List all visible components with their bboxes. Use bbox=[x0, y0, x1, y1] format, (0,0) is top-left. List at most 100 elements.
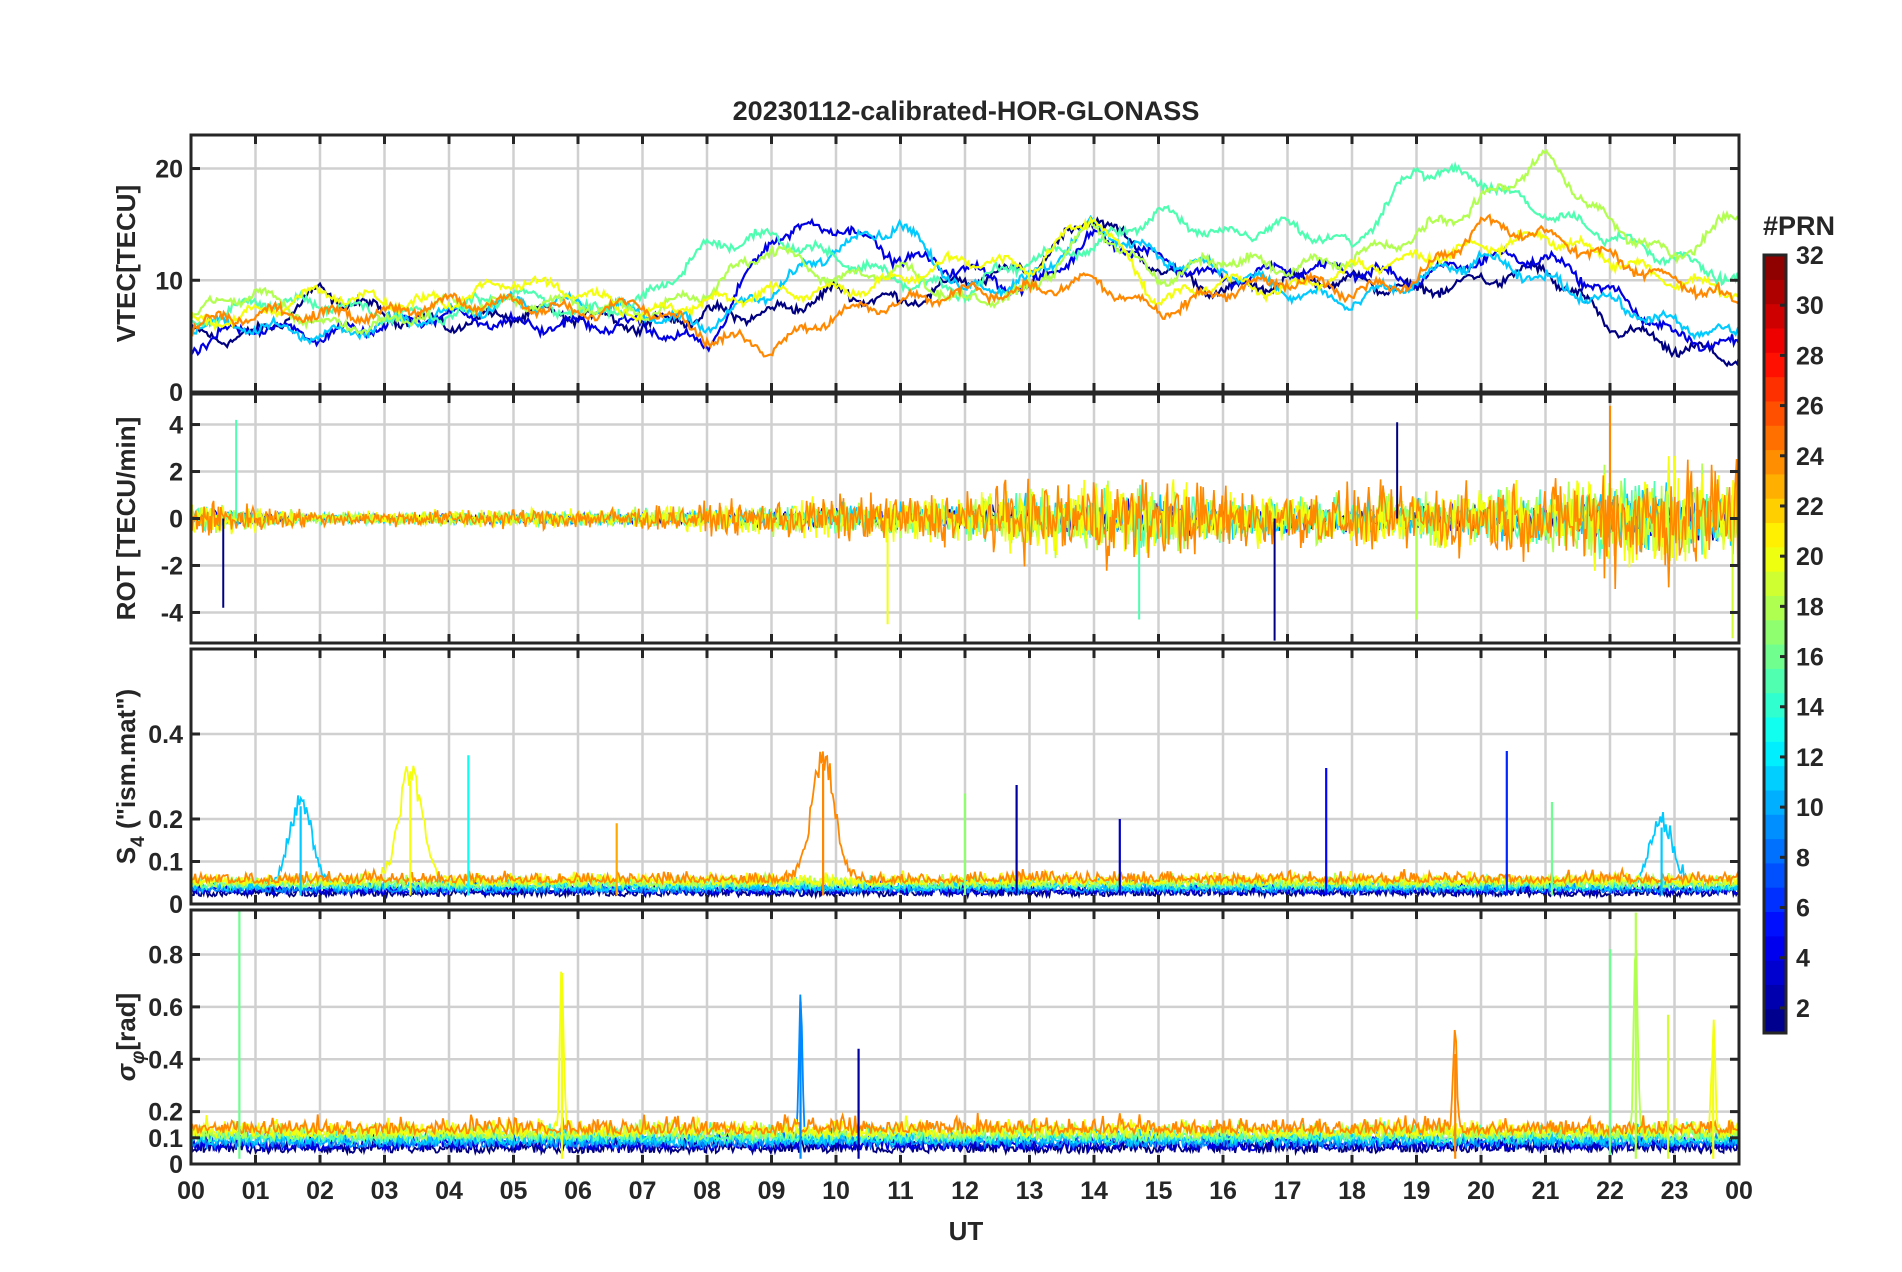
x-tick-label: 23 bbox=[1661, 1177, 1689, 1205]
vtec-ytick-label: 10 bbox=[155, 267, 183, 295]
vtec-ytick-label: 0 bbox=[169, 379, 183, 407]
x-tick-label: 11 bbox=[887, 1177, 914, 1205]
colorbar-segment bbox=[1764, 425, 1786, 451]
colorbar-tick-label: 20 bbox=[1796, 543, 1824, 571]
panel-rot: -4 -2 0 2 4 ROT [TECU/min] bbox=[111, 392, 1741, 645]
colorbar-tick-label: 4 bbox=[1796, 945, 1810, 973]
sigma_phi-y-axis-label: σφ[rad] bbox=[111, 993, 149, 1081]
x-tick-label: 00 bbox=[177, 1177, 205, 1205]
x-tick-label: 05 bbox=[500, 1177, 528, 1205]
sigma_phi-series-prn-1 bbox=[191, 1131, 1739, 1157]
vtec-series-prn-20 bbox=[191, 216, 1739, 332]
colorbar-segment bbox=[1764, 668, 1786, 694]
colorbar-tick-label: 12 bbox=[1796, 744, 1824, 772]
x-tick-label: 20 bbox=[1467, 1177, 1495, 1205]
x-tick-label: 01 bbox=[242, 1177, 270, 1205]
sigma_phi-ytick-label: 0.8 bbox=[148, 942, 183, 970]
s4-y-axis-label: S4 ("ism.mat") bbox=[111, 689, 149, 864]
panel-sigma_phi: 00.10.2 0.4 0.6 0.8 σφ[rad] bbox=[111, 908, 1741, 1179]
colorbar-segment bbox=[1764, 765, 1786, 791]
vtec-series-prn-1 bbox=[191, 216, 1739, 368]
s4-ytick-label: 0.4 bbox=[148, 721, 183, 749]
colorbar-segment bbox=[1764, 911, 1786, 937]
vtec-series-prn-15 bbox=[191, 161, 1739, 329]
colorbar-tick-label: 30 bbox=[1796, 292, 1824, 320]
colorbar-segment bbox=[1764, 644, 1786, 669]
colorbar-frame bbox=[1762, 253, 1788, 1035]
colorbar-segment bbox=[1764, 984, 1786, 1010]
colorbar-segment bbox=[1764, 862, 1786, 888]
colorbar-segment bbox=[1764, 255, 1786, 280]
colorbar-tick-label: 32 bbox=[1796, 242, 1824, 270]
colorbar-segment bbox=[1764, 400, 1786, 426]
x-axis-label: UT bbox=[949, 1216, 984, 1246]
s4-ytick-label: 0.1 bbox=[148, 849, 183, 877]
colorbar-segment bbox=[1764, 960, 1786, 985]
colorbar-segment bbox=[1764, 571, 1786, 596]
colorbar-segment bbox=[1764, 789, 1786, 815]
x-axis: 00 01 02 03 04 05 06 07 08 09 10 11 12 13 14 15 16 17 18 19… bbox=[177, 1177, 1753, 1205]
sigma_phi-ytick-label: 0.4 bbox=[148, 1046, 183, 1074]
colorbar-tick-label: 14 bbox=[1796, 694, 1824, 722]
colorbar-segment bbox=[1764, 935, 1786, 961]
colorbar-tick-label: 2 bbox=[1796, 995, 1810, 1023]
x-tick-label: 21 bbox=[1532, 1177, 1560, 1205]
colorbar-segment bbox=[1764, 716, 1786, 742]
x-tick-label: 16 bbox=[1209, 1177, 1237, 1205]
colorbar-segment bbox=[1764, 619, 1786, 645]
vtec-series-prn-24 bbox=[191, 213, 1739, 358]
x-tick-label: 15 bbox=[1145, 1177, 1173, 1205]
vtec-series-group bbox=[191, 149, 1739, 368]
colorbar-tick-label: 24 bbox=[1796, 443, 1824, 471]
colorbar-segment bbox=[1764, 887, 1786, 913]
colorbar-tick-label: 28 bbox=[1796, 342, 1824, 370]
x-tick-label: 09 bbox=[758, 1177, 786, 1205]
colorbar-segment bbox=[1764, 376, 1786, 402]
colorbar-segment bbox=[1764, 303, 1786, 329]
colorbar-segment bbox=[1764, 741, 1786, 767]
colorbar-tick-label: 8 bbox=[1796, 844, 1810, 872]
rot-ytick-label: -4 bbox=[161, 599, 183, 627]
colorbar-segment bbox=[1764, 327, 1786, 353]
x-tick-label: 06 bbox=[564, 1177, 592, 1205]
rot-series-prn-24 bbox=[191, 459, 1739, 590]
rot-series-group bbox=[191, 405, 1739, 641]
colorbar-segment bbox=[1764, 522, 1786, 548]
rot-ytick-label: 0 bbox=[169, 506, 183, 534]
colorbar-segment bbox=[1764, 279, 1786, 305]
colorbar-segment bbox=[1764, 595, 1786, 621]
s4-ytick-label: 0 bbox=[169, 891, 183, 919]
sigma_phi-ytick-label: 0.6 bbox=[148, 994, 183, 1022]
colorbar-segment bbox=[1764, 814, 1786, 840]
x-tick-label: 07 bbox=[629, 1177, 657, 1205]
x-tick-label: 17 bbox=[1274, 1177, 1302, 1205]
panel-s4: 0 0.1 0.2 0.4S4 ("ism.mat") bbox=[111, 647, 1741, 919]
rot-ytick-label: -2 bbox=[161, 552, 183, 580]
x-tick-label: 10 bbox=[822, 1177, 850, 1205]
x-tick-label: 03 bbox=[371, 1177, 399, 1205]
x-tick-label: 19 bbox=[1403, 1177, 1431, 1205]
vtec-ytick-label: 20 bbox=[155, 156, 183, 184]
sigma_phi-series-group bbox=[191, 910, 1739, 1159]
x-tick-label: 02 bbox=[306, 1177, 334, 1205]
chart-title: 20230112-calibrated-HOR-GLONASS bbox=[733, 96, 1200, 126]
x-tick-label: 12 bbox=[951, 1177, 979, 1205]
panel-vtec: 0 10 20 VTEC[TECU] bbox=[111, 133, 1741, 407]
x-tick-label: 00 bbox=[1725, 1177, 1753, 1205]
colorbar-segment bbox=[1764, 546, 1786, 572]
x-tick-label: 08 bbox=[693, 1177, 721, 1205]
colorbar-tick-label: 26 bbox=[1796, 393, 1824, 421]
colorbar-segment bbox=[1764, 449, 1786, 475]
rot-ytick-label: 2 bbox=[169, 459, 183, 487]
colorbar-tick-label: 6 bbox=[1796, 895, 1810, 923]
colorbar-tick-label: 22 bbox=[1796, 493, 1824, 521]
sigma_phi-ytick-label: 0 bbox=[169, 1151, 183, 1179]
colorbar-segment bbox=[1764, 352, 1786, 378]
sigma_phi-series-prn-15 bbox=[191, 1121, 1739, 1146]
rot-y-axis-label: ROT [TECU/min] bbox=[111, 417, 141, 621]
colorbar-segment bbox=[1764, 473, 1786, 499]
s4-ytick-label: 0.2 bbox=[148, 806, 183, 834]
x-tick-label: 13 bbox=[1016, 1177, 1044, 1205]
